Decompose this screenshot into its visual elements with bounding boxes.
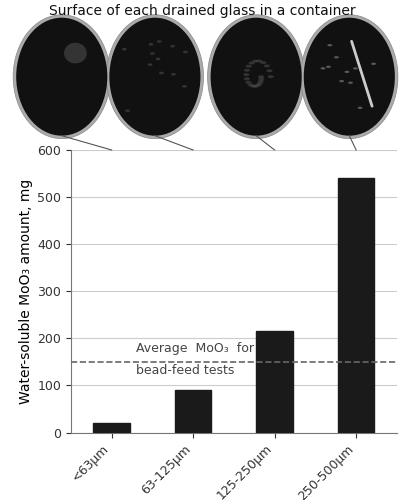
Text: bead-feed tests: bead-feed tests [136, 364, 234, 377]
Ellipse shape [182, 85, 187, 87]
Ellipse shape [13, 14, 110, 138]
Ellipse shape [250, 84, 256, 87]
Ellipse shape [260, 61, 266, 64]
Ellipse shape [249, 62, 255, 64]
Ellipse shape [156, 58, 160, 60]
Ellipse shape [246, 64, 252, 68]
Ellipse shape [125, 110, 130, 112]
Ellipse shape [170, 45, 175, 48]
Ellipse shape [64, 43, 87, 64]
Ellipse shape [301, 14, 398, 138]
Ellipse shape [147, 64, 152, 66]
Text: Surface of each drained glass in a container: Surface of each drained glass in a conta… [49, 4, 356, 18]
Ellipse shape [258, 80, 264, 83]
Ellipse shape [150, 52, 155, 55]
Ellipse shape [171, 73, 176, 76]
Bar [256, 332, 293, 432]
Ellipse shape [358, 106, 362, 109]
Ellipse shape [16, 18, 107, 136]
Ellipse shape [211, 18, 302, 136]
Ellipse shape [339, 80, 344, 82]
Ellipse shape [149, 43, 153, 46]
Ellipse shape [122, 48, 127, 50]
Ellipse shape [255, 84, 261, 87]
Ellipse shape [348, 82, 353, 84]
Ellipse shape [183, 50, 188, 53]
Ellipse shape [157, 40, 162, 43]
Ellipse shape [353, 67, 358, 70]
Ellipse shape [257, 82, 263, 85]
Y-axis label: Water-soluble MoO₃ amount, mg: Water-soluble MoO₃ amount, mg [19, 178, 33, 404]
Ellipse shape [109, 18, 200, 136]
Ellipse shape [244, 69, 250, 71]
Ellipse shape [243, 73, 249, 76]
Ellipse shape [266, 70, 273, 72]
Bar [93, 423, 130, 432]
Ellipse shape [258, 75, 264, 78]
Ellipse shape [371, 62, 376, 65]
Ellipse shape [345, 70, 350, 73]
Ellipse shape [304, 18, 395, 136]
Ellipse shape [268, 75, 274, 78]
Bar [175, 390, 211, 432]
Ellipse shape [256, 60, 262, 62]
Ellipse shape [252, 85, 258, 87]
Ellipse shape [159, 72, 164, 74]
Ellipse shape [247, 84, 254, 86]
Text: Average  MoO₃  for: Average MoO₃ for [136, 342, 254, 355]
Ellipse shape [334, 56, 339, 58]
Ellipse shape [258, 78, 264, 80]
Ellipse shape [208, 14, 305, 138]
Ellipse shape [326, 66, 331, 68]
Ellipse shape [252, 60, 258, 62]
Ellipse shape [327, 44, 332, 46]
Ellipse shape [245, 80, 252, 84]
Ellipse shape [106, 14, 203, 138]
Ellipse shape [321, 67, 326, 70]
Bar [338, 178, 375, 432]
Ellipse shape [244, 77, 250, 80]
Ellipse shape [264, 64, 270, 68]
